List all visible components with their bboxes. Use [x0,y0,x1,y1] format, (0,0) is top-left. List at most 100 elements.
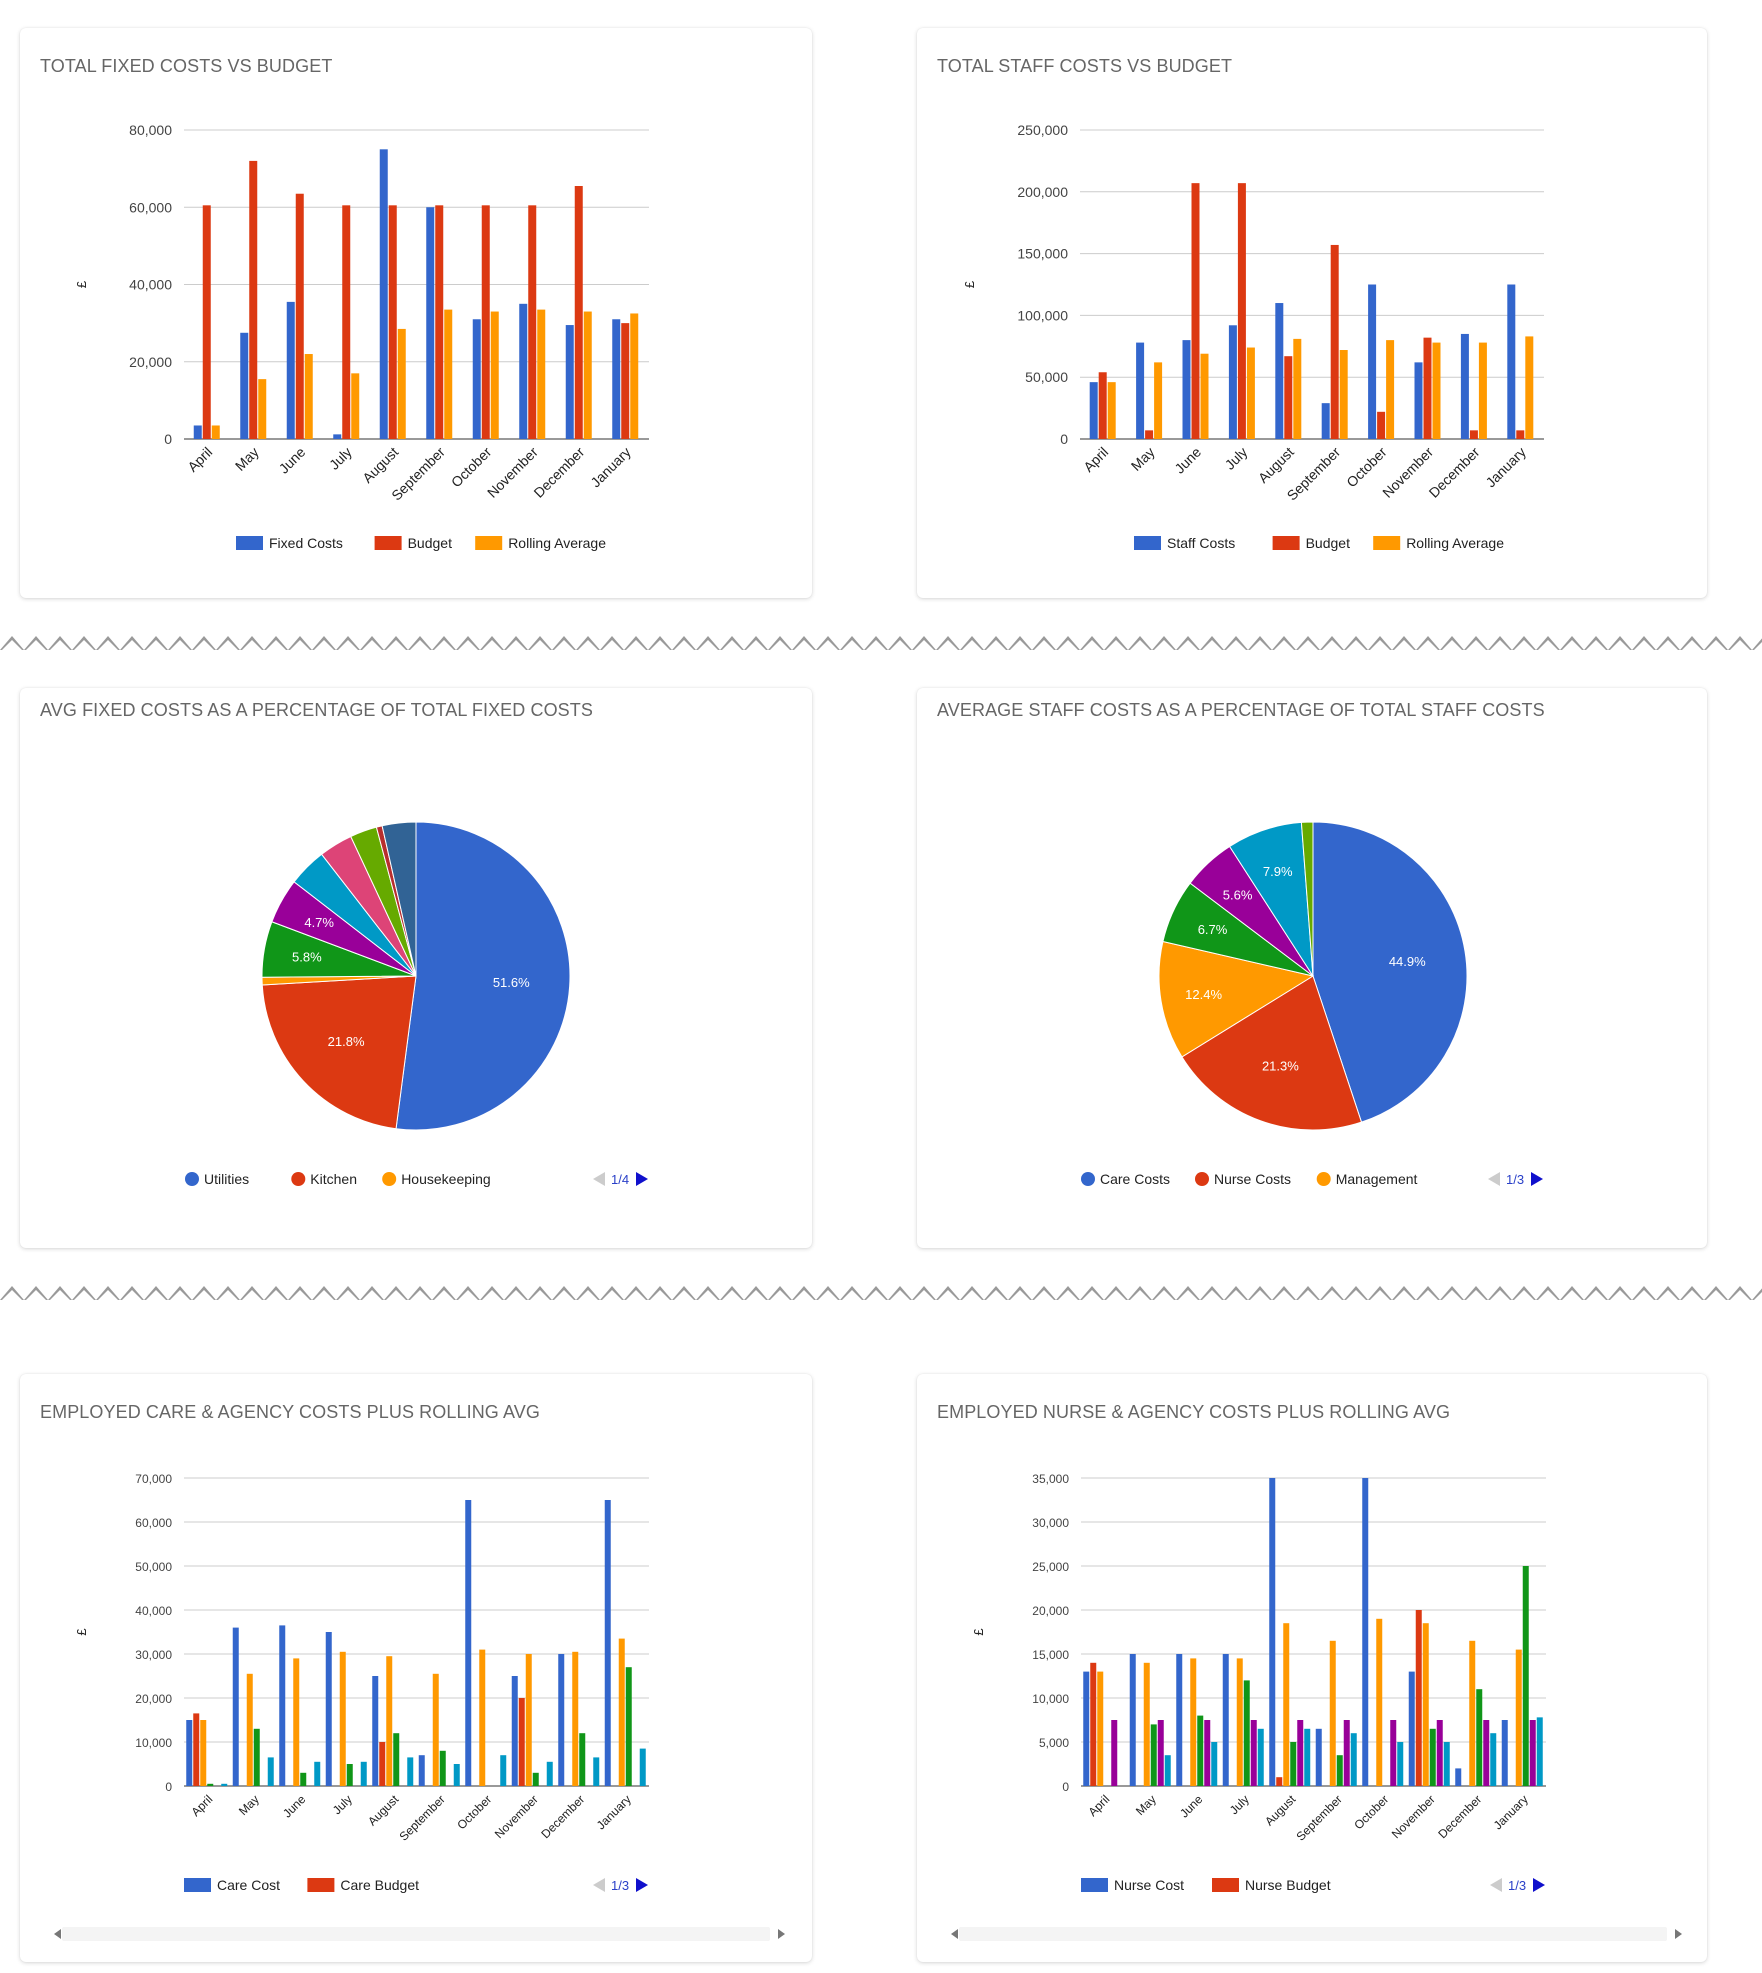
bar-series-3 [300,1772,307,1786]
legend-label: Rolling Average [508,535,606,551]
x-tick-label: August [1262,1792,1299,1829]
bar-budget [1377,411,1386,439]
bar-series-5 [500,1755,507,1786]
bar-staff-costs [1275,303,1284,439]
bar-fixed-costs [565,325,574,439]
pager-next-icon [1533,1878,1545,1892]
chart-title: AVERAGE STAFF COSTS AS A PERCENTAGE OF T… [937,700,1545,720]
bar-series-2 [339,1651,346,1786]
pie-slice-care-costs [1312,821,1468,1123]
bar-chart-nurse-costs: 0 5,000 10,000 15,000 20,000 25,000 30,000 35,0… [951,1472,1682,1941]
bar-staff-costs [1228,325,1237,439]
bar-series-3 [625,1667,632,1786]
x-tick-label: May [1133,1792,1159,1818]
bar-nurse-budget [1415,1610,1422,1786]
x-tick-label: January [594,1792,634,1832]
bar-series-3 [1243,1680,1250,1786]
legend-swatch [475,536,503,550]
bar-series-5 [1443,1742,1450,1786]
scroll-right-icon [778,1929,785,1939]
y-tick-label: 60,000 [135,1516,172,1530]
chart-card-staff-costs: TOTAL STAFF COSTS VS BUDGET 0 50,000 100,0… [917,28,1707,598]
x-tick-label: July [326,444,355,473]
bar-fixed-costs [612,319,621,439]
pie-slice-kitchen [261,975,417,1130]
legend-label: Care Cost [217,1877,280,1893]
y-tick-label: 15,000 [1032,1648,1069,1662]
x-tick-label: January [587,444,634,491]
legend-label: Nurse Costs [1214,1171,1291,1187]
pager-prev-icon [593,1172,605,1186]
pager-next-icon [636,1878,648,1892]
horizontal-scrollbar[interactable] [62,1927,770,1941]
y-tick-label: 40,000 [129,277,172,293]
bar-series-3 [1476,1689,1483,1786]
bar-series-5 [267,1757,274,1786]
x-tick-label: May [1128,444,1158,474]
y-tick-label: 10,000 [135,1736,172,1750]
pager-label: 1/3 [1508,1878,1526,1893]
bar-series-5 [314,1761,321,1786]
y-tick-label: 0 [164,431,172,447]
pager-label: 1/3 [1506,1172,1524,1187]
chart-title: EMPLOYED NURSE & AGENCY COSTS PLUS ROLLI… [937,1402,1451,1422]
y-tick-label: 25,000 [1032,1560,1069,1574]
bar-series-4 [1111,1720,1118,1786]
bar-rolling-average [258,379,267,439]
x-tick-label: August [365,1792,402,1829]
legend-swatch [1316,1172,1331,1186]
bar-fixed-costs [379,149,388,439]
bar-series-5 [1350,1733,1357,1786]
bar-series-4 [1529,1720,1536,1786]
bar-series-2 [525,1654,532,1786]
bar-rolling-average [1339,350,1348,439]
y-tick-label: 30,000 [135,1648,172,1662]
bar-series-2 [386,1656,393,1786]
bar-chart-fixed-costs: 0 20,000 40,000 60,000 80,000 £ April May June Ju… [74,122,649,551]
x-tick-label: July [1222,444,1251,473]
bar-care-budget [518,1698,525,1786]
bar-budget [1469,430,1478,439]
bar-budget [435,205,444,439]
y-tick-label: 20,000 [135,1692,172,1706]
x-tick-label: September [1293,1792,1344,1843]
pager-next-icon [636,1172,648,1186]
bar-series-2 [1329,1640,1336,1786]
bar-budget [1191,183,1200,439]
x-tick-label: January [1491,1792,1531,1832]
bar-series-5 [593,1757,600,1786]
bar-budget [1516,430,1525,439]
bar-series-2 [479,1649,486,1786]
bar-care-cost [558,1654,565,1786]
legend-swatch [1195,1172,1209,1186]
bar-budget [621,323,630,439]
bar-care-cost [186,1720,193,1786]
legend-label: Nurse Cost [1114,1877,1184,1893]
legend-swatch [236,536,263,550]
bar-series-3 [1336,1755,1343,1786]
bar-care-cost [232,1627,239,1786]
bar-series-5 [407,1757,414,1786]
bar-rolling-average [304,354,313,439]
x-tick-label: October [1351,1792,1391,1832]
x-tick-label: November [492,1792,541,1841]
bar-budget [1423,337,1432,439]
x-tick-label: August [1255,444,1297,486]
x-tick-label: September [396,1792,447,1843]
y-tick-label: 5,000 [1039,1736,1069,1750]
bar-nurse-budget [1090,1662,1097,1786]
bar-fixed-costs [193,425,202,439]
horizontal-scrollbar[interactable] [959,1927,1667,1941]
chart-card-care-costs: EMPLOYED CARE & AGENCY COSTS PLUS ROLLIN… [20,1374,812,1962]
bar-series-4 [1483,1720,1490,1786]
bar-series-3 [207,1783,214,1786]
y-tick-label: 10,000 [1032,1692,1069,1706]
bar-rolling-average [537,309,546,439]
legend-label: Housekeeping [401,1171,491,1187]
bar-series-4 [1343,1720,1350,1786]
bar-nurse-cost [1315,1728,1322,1786]
bar-series-5 [221,1783,228,1786]
pie-chart-fixed-costs: 51.6% 21.8% 5.8% 4.7% Utilities Kitchen Housek… [185,821,648,1187]
bar-rolling-average [490,311,499,439]
bar-budget [295,193,304,439]
